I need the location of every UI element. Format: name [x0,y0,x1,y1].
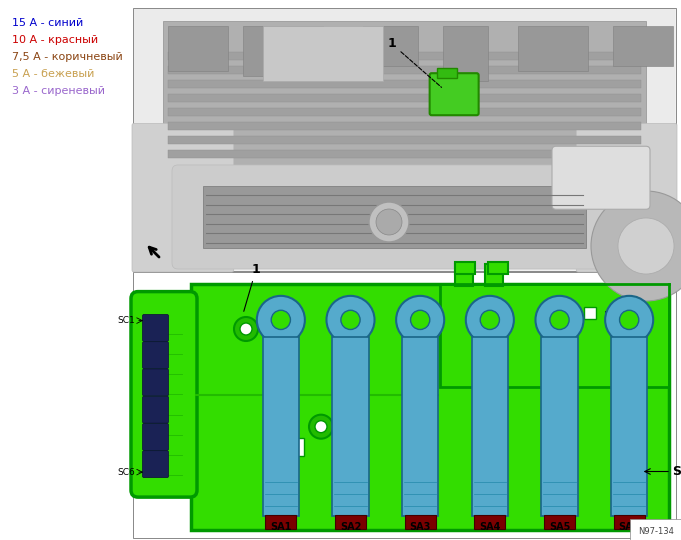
Bar [335,515,366,529]
Text: •2: •2 [604,310,612,316]
Bar [614,515,644,529]
Circle shape [369,202,409,242]
Bar [402,337,439,516]
Text: 1: 1 [387,37,441,87]
Bar [168,136,641,144]
Circle shape [396,296,444,344]
Bar [203,186,586,248]
Bar [363,26,418,66]
Bar [263,337,299,516]
Bar [266,515,296,529]
Text: 1: 1 [244,263,260,312]
Bar [613,26,673,66]
Bar [168,94,641,102]
Text: SA4: SA4 [479,522,501,532]
FancyBboxPatch shape [142,396,168,423]
Text: SA6: SA6 [618,522,640,532]
Circle shape [315,421,327,433]
Bar [544,515,575,529]
Text: SA: SA [672,465,681,478]
Bar [191,284,669,530]
Bar [454,264,473,286]
Circle shape [411,310,430,329]
Bar [584,307,596,319]
Text: SA1: SA1 [270,522,291,532]
Bar [243,26,323,76]
Circle shape [341,310,360,329]
Bar [163,21,646,166]
Circle shape [620,310,639,329]
Circle shape [234,317,258,341]
Bar [332,337,369,516]
Bar [518,26,588,71]
Text: SC1: SC1 [117,316,135,325]
Text: 10 А - красный: 10 А - красный [12,35,98,45]
Text: SC6: SC6 [117,468,135,477]
Circle shape [326,296,375,344]
Circle shape [550,310,569,329]
Bar [475,515,505,529]
Bar [168,52,641,60]
Bar [168,108,641,116]
Bar [168,66,641,74]
FancyBboxPatch shape [576,123,677,272]
Circle shape [605,296,653,344]
FancyBboxPatch shape [142,423,168,450]
FancyBboxPatch shape [552,146,650,209]
Text: 3 А - сиреневый: 3 А - сиреневый [12,86,105,96]
FancyBboxPatch shape [142,369,168,396]
Bar [286,438,304,456]
Text: SA3: SA3 [409,522,431,532]
Bar [168,150,641,158]
FancyBboxPatch shape [132,123,234,272]
Bar [263,26,383,81]
Bar [134,9,675,270]
Text: 15 А - синий: 15 А - синий [12,18,83,28]
Circle shape [618,218,674,274]
Circle shape [240,323,252,335]
FancyBboxPatch shape [142,451,168,477]
FancyBboxPatch shape [142,342,168,369]
Bar [133,272,676,538]
FancyBboxPatch shape [172,165,637,269]
Bar [437,68,457,78]
Circle shape [376,209,402,235]
Bar [405,515,436,529]
Bar [439,284,669,387]
Text: 5 А - бежевый: 5 А - бежевый [12,69,95,79]
Bar [454,262,475,274]
Circle shape [309,415,333,438]
Bar [541,337,577,516]
Circle shape [591,191,681,301]
Text: SA2: SA2 [340,522,361,532]
Circle shape [257,296,305,344]
FancyBboxPatch shape [131,292,197,497]
Bar [488,262,507,274]
Circle shape [271,310,291,329]
Bar [168,122,641,130]
Bar [471,337,508,516]
Bar [611,337,648,516]
FancyBboxPatch shape [142,314,168,341]
Bar [168,80,641,88]
Circle shape [466,296,514,344]
Bar [168,26,228,71]
Ellipse shape [624,297,644,327]
FancyBboxPatch shape [430,73,479,115]
Circle shape [535,296,584,344]
Text: 7,5 А - коричневый: 7,5 А - коричневый [12,52,123,62]
Circle shape [480,310,499,329]
Bar [133,8,676,271]
Bar [443,26,488,81]
Bar [485,264,503,286]
Text: SA5: SA5 [549,522,570,532]
Text: N97-134: N97-134 [638,527,674,536]
